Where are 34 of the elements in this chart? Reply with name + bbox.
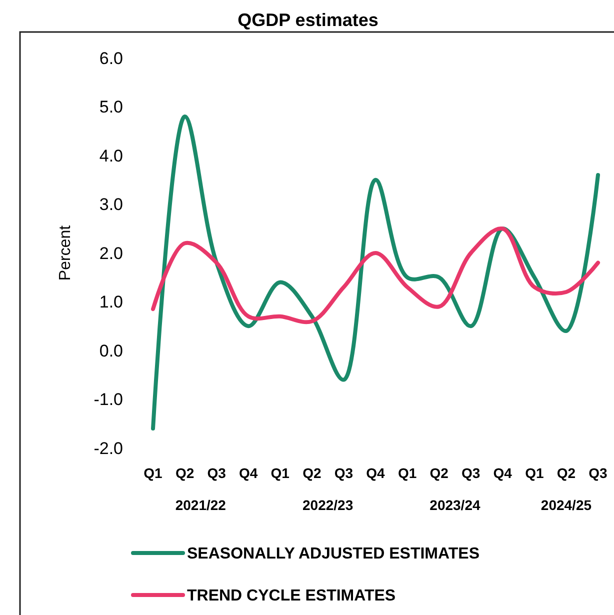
x-tick-label: Q1 bbox=[525, 465, 544, 481]
y-tick-label: 3.0 bbox=[99, 195, 123, 214]
y-tick-label: 0.0 bbox=[99, 341, 123, 360]
x-tick-label: Q3 bbox=[334, 465, 354, 481]
y-tick-label: 4.0 bbox=[99, 146, 123, 166]
y-tick-label: -2.0 bbox=[94, 438, 123, 458]
x-tick-label: Q3 bbox=[462, 465, 480, 481]
y-axis-title: Percent bbox=[57, 224, 74, 281]
y-tick-label: 6.0 bbox=[99, 48, 123, 68]
x-tick-label: Q1 bbox=[270, 465, 290, 481]
y-tick-label: 5.0 bbox=[99, 98, 123, 117]
y-tick-label: 2.0 bbox=[99, 244, 123, 263]
x-tick-label: Q4 bbox=[366, 465, 386, 481]
chart-title: QGDP estimates bbox=[238, 10, 378, 30]
x-tick-label: Q4 bbox=[493, 465, 512, 481]
x-tick-label: Q3 bbox=[588, 465, 608, 481]
x-tick-label: Q1 bbox=[398, 465, 417, 481]
x-tick-label: Q2 bbox=[430, 465, 449, 481]
line-series bbox=[151, 114, 600, 430]
x-tick-label: Q3 bbox=[207, 465, 226, 481]
line-series bbox=[151, 226, 600, 324]
legend-label: SEASONALLY ADJUSTED ESTIMATES bbox=[187, 546, 480, 563]
x-tick-label: Q2 bbox=[302, 465, 322, 481]
x-tick-label: Q2 bbox=[175, 465, 194, 481]
y-tick-label: -1.0 bbox=[94, 390, 123, 410]
x-tick-label: Q1 bbox=[144, 465, 163, 481]
y-tick-label: 1.0 bbox=[99, 292, 123, 312]
text: 2024/25 bbox=[540, 497, 592, 513]
x-tick-label: Q2 bbox=[556, 465, 576, 481]
text: 2022/23 bbox=[302, 497, 354, 513]
legend-label: TREND CYCLE ESTIMATES bbox=[187, 588, 396, 605]
text: 2023/24 bbox=[430, 497, 480, 513]
x-tick-label: Q4 bbox=[239, 465, 258, 481]
text: 2021/22 bbox=[175, 497, 226, 513]
